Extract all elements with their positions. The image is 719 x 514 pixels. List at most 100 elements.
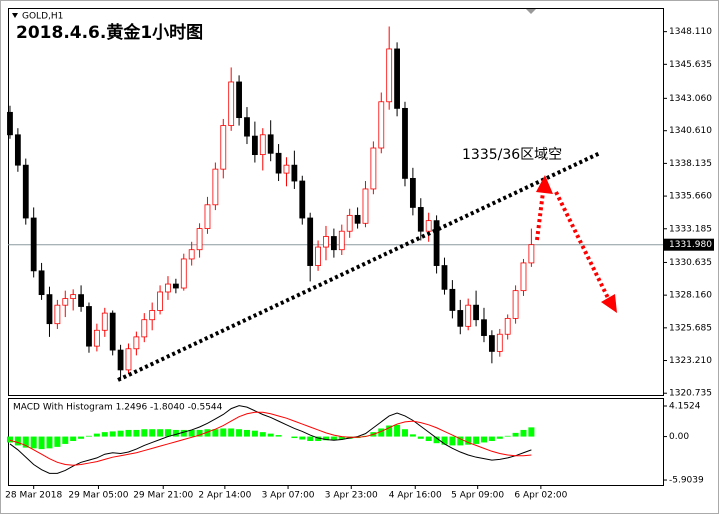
- y-tick-label: 1343.060: [669, 94, 712, 104]
- macd-y-tick-label: 0.00: [669, 432, 689, 442]
- macd-histogram-bar: [141, 429, 148, 437]
- candle-body: [7, 111, 13, 136]
- macd-histogram-bar: [291, 436, 298, 439]
- macd-y-tick-label: -5.9039: [669, 476, 704, 486]
- candle-body: [172, 283, 179, 289]
- macd-y-tick-label: 4.1524: [669, 402, 701, 412]
- candle-body: [93, 329, 100, 347]
- macd-histogram-bar: [457, 436, 464, 446]
- macd-histogram-bar: [259, 432, 266, 437]
- candle-body: [30, 217, 37, 272]
- macd-histogram-bar: [70, 436, 77, 441]
- macd-histogram-bar: [117, 430, 124, 437]
- macd-histogram-bar: [93, 433, 100, 437]
- macd-histogram-bar: [212, 429, 219, 437]
- candle-body: [307, 217, 314, 266]
- candle-body: [402, 107, 408, 179]
- annotation: 1335/36区域空: [462, 147, 562, 163]
- macd-histogram-bar: [441, 436, 448, 445]
- candle-body: [22, 164, 29, 219]
- candle-body: [220, 125, 227, 170]
- current-price-label: 1331.980: [669, 240, 712, 250]
- macd-histogram-bar: [172, 429, 179, 437]
- macd-histogram-bar: [14, 436, 21, 446]
- candle-body: [330, 236, 337, 251]
- candle-body: [14, 134, 21, 166]
- y-tick-label: 1345.635: [669, 60, 712, 70]
- plot: [6, 26, 663, 474]
- macd-histogram-bar: [520, 429, 527, 437]
- x-tick-label: 5 Apr 09:00: [451, 491, 504, 501]
- y-tick-label: 1323.210: [669, 356, 712, 366]
- y-tick-label: 1338.135: [669, 159, 712, 169]
- candle-body: [165, 283, 171, 293]
- candle-body: [38, 270, 45, 296]
- candle-body: [62, 298, 69, 306]
- y-tick-label: 1325.685: [669, 323, 712, 333]
- macd-histogram-bar: [125, 429, 132, 437]
- candle-body: [441, 265, 448, 290]
- macd-histogram-bar: [46, 436, 53, 449]
- candle-body: [528, 244, 535, 264]
- macd-histogram-bar: [338, 436, 345, 440]
- candle-body: [346, 214, 353, 232]
- candle-body: [188, 249, 195, 260]
- y-tick-label: 1340.610: [669, 126, 712, 136]
- candle-body: [386, 48, 393, 103]
- x-tick-label: 3 Apr 07:00: [262, 491, 315, 501]
- y-tick-label: 1335.660: [669, 192, 712, 202]
- macd-histogram-bar: [6, 436, 13, 443]
- macd-histogram-bar: [220, 428, 227, 437]
- candle-body: [299, 180, 306, 219]
- macd-histogram-bar: [22, 436, 29, 448]
- candle-body: [267, 134, 274, 154]
- macd-histogram-bar: [101, 432, 108, 437]
- y-tick-label: 1333.185: [669, 224, 712, 234]
- candle-body: [180, 258, 187, 289]
- candle-body: [362, 188, 369, 224]
- arrow-down: [554, 191, 610, 299]
- candle-body: [196, 228, 203, 251]
- macd-histogram-bar: [449, 436, 456, 446]
- candle-body: [394, 48, 400, 109]
- current-price-box: [664, 238, 714, 251]
- candle-body: [488, 335, 495, 352]
- candle-body: [204, 204, 211, 229]
- macd-histogram-bar: [180, 429, 187, 437]
- macd-histogram-bar: [386, 425, 393, 437]
- candle-body: [338, 230, 345, 251]
- candle-body: [291, 164, 298, 182]
- candle-body: [370, 147, 377, 190]
- x-tick-label: 2 Apr 14:00: [198, 491, 251, 501]
- macd-histogram-bar: [228, 428, 235, 437]
- candle-body: [149, 310, 156, 321]
- x-tick-label: 3 Apr 23:00: [325, 491, 378, 501]
- macd-line: [9, 411, 532, 466]
- macd-histogram-bar: [480, 436, 487, 443]
- macd-histogram-bar: [401, 429, 408, 437]
- candle-body: [86, 306, 92, 347]
- candle-body: [157, 291, 163, 311]
- macd-histogram-bar: [322, 436, 329, 441]
- x-tick-label: 29 Mar 05:00: [68, 491, 128, 501]
- macd-histogram-bar: [188, 429, 195, 437]
- macd-histogram-bar: [299, 436, 306, 440]
- arrow-up-head: [536, 175, 553, 194]
- macd-histogram-bar: [315, 436, 322, 441]
- candle-body: [409, 177, 416, 208]
- candle-body: [283, 164, 290, 174]
- macd-label: MACD With Histogram 1.2496 -1.8040 -0.55…: [13, 403, 223, 413]
- macd-histogram-bar: [307, 436, 314, 441]
- candle-body: [125, 348, 132, 371]
- candle-body: [46, 294, 53, 325]
- macd-line: [9, 405, 532, 474]
- macd-histogram-bar: [30, 436, 37, 449]
- candle-body: [449, 288, 456, 311]
- candle-body: [228, 81, 235, 126]
- candle-body: [212, 168, 219, 206]
- candle-body: [504, 317, 511, 335]
- macd-histogram-bar: [330, 436, 337, 441]
- candle-body: [101, 312, 108, 331]
